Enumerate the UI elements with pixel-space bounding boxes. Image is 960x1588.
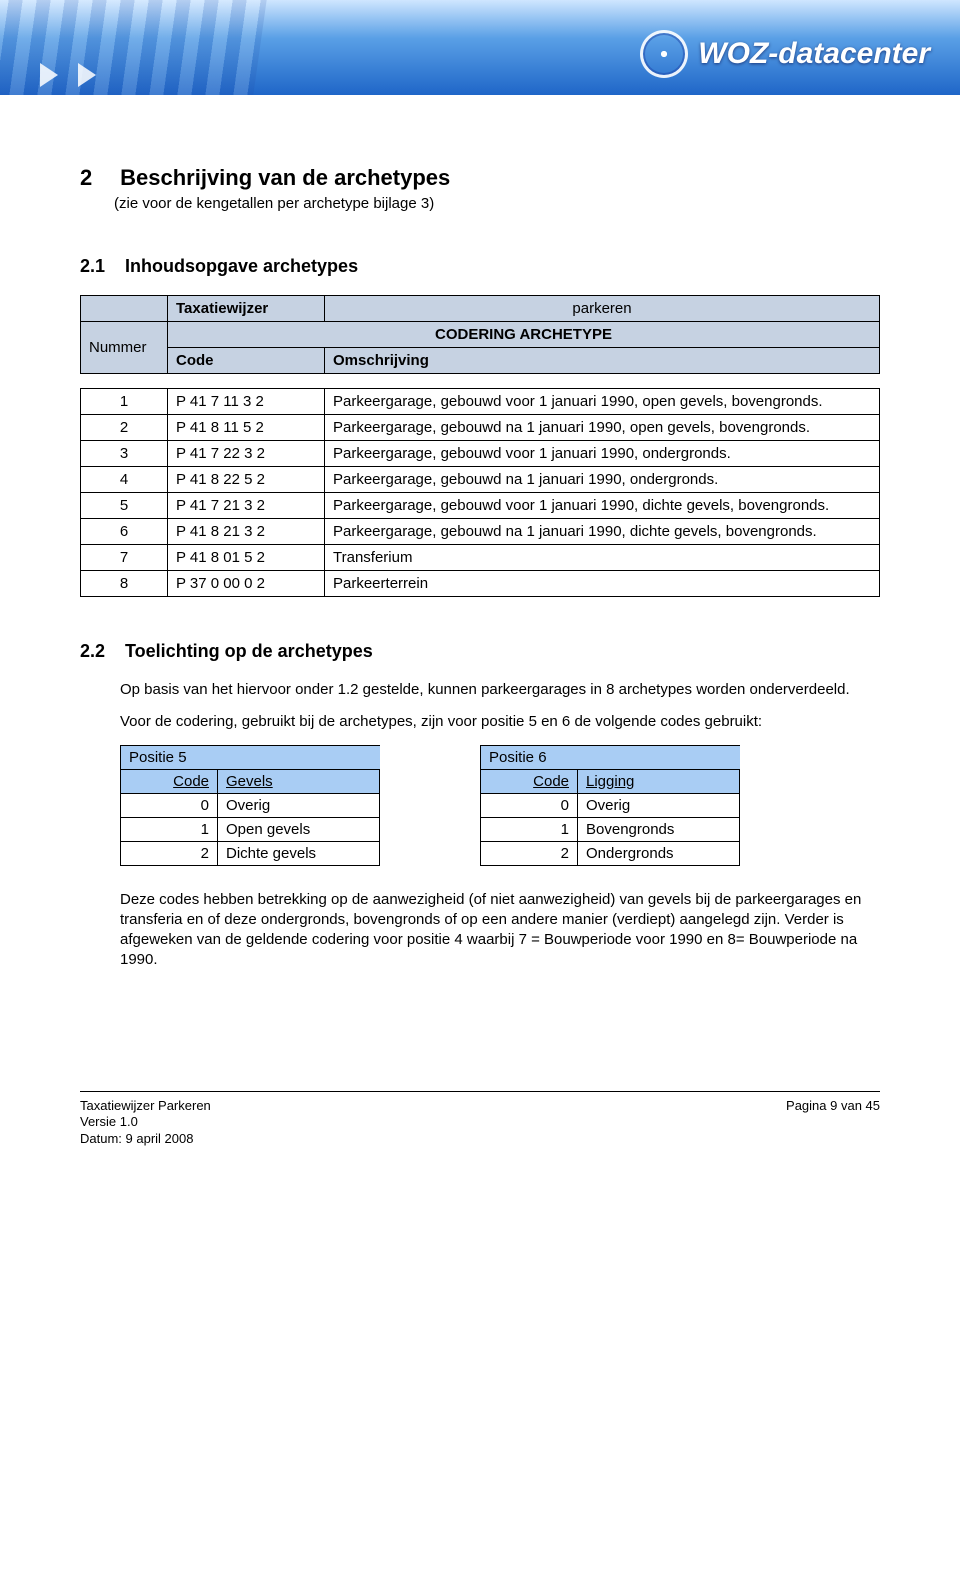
- cell-omschrijving: Parkeergarage, gebouwd voor 1 januari 19…: [325, 389, 880, 415]
- pos-value-cell: Ondergronds: [578, 841, 740, 865]
- archetype-header: CODERING ARCHETYPE: [168, 322, 880, 348]
- pos-code-cell: 2: [481, 841, 578, 865]
- pos-row: 0Overig: [121, 793, 380, 817]
- taxatiewijzer-label: Taxatiewijzer: [168, 296, 325, 322]
- taxatiewijzer-value: parkeren: [325, 296, 880, 322]
- pos-value-cell: Overig: [218, 793, 380, 817]
- cell-omschrijving: Parkeergarage, gebouwd na 1 januari 1990…: [325, 467, 880, 493]
- coding-data-table: 1P 41 7 11 3 2Parkeergarage, gebouwd voo…: [80, 388, 880, 597]
- pos-title-row: Positie 6: [481, 745, 740, 769]
- cell-code: P 37 0 00 0 2: [168, 571, 325, 597]
- cell-omschrijving: Parkeergarage, gebouwd na 1 januari 1990…: [325, 415, 880, 441]
- pos-row: 0Overig: [481, 793, 740, 817]
- cell-omschrijving: Transferium: [325, 545, 880, 571]
- cell-omschrijving: Parkeerterrein: [325, 571, 880, 597]
- cell-omschrijving: Parkeergarage, gebouwd na 1 januari 1990…: [325, 519, 880, 545]
- table-row: 1P 41 7 11 3 2Parkeergarage, gebouwd voo…: [81, 389, 880, 415]
- table-row: 4P 41 8 22 5 2Parkeergarage, gebouwd na …: [81, 467, 880, 493]
- page-content: 2 Beschrijving van de archetypes (zie vo…: [0, 95, 960, 1208]
- table-row: 2P 41 8 11 5 2Parkeergarage, gebouwd na …: [81, 415, 880, 441]
- body-paragraph-1: Op basis van het hiervoor onder 1.2 gest…: [120, 680, 880, 700]
- pos-code-cell: 0: [121, 793, 218, 817]
- pos-value-header: Gevels: [218, 769, 380, 793]
- page-footer: Taxatiewijzer Parkeren Versie 1.0 Datum:…: [80, 1091, 880, 1149]
- nummer-header: Nummer: [81, 322, 168, 374]
- heading-title: Beschrijving van de archetypes: [120, 165, 450, 190]
- brand-text: WOZ-datacenter: [698, 37, 930, 71]
- cell-code: P 41 7 21 3 2: [168, 493, 325, 519]
- heading-number: 2: [80, 165, 114, 191]
- cell-nummer: 7: [81, 545, 168, 571]
- footer-line-2: Versie 1.0: [80, 1114, 211, 1131]
- pos-value-cell: Bovengronds: [578, 817, 740, 841]
- pos-code-header: Code: [481, 769, 578, 793]
- subsection-heading-2: 2.2 Toelichting op de archetypes: [80, 641, 880, 662]
- cell-code: P 41 8 01 5 2: [168, 545, 325, 571]
- code-header: Code: [168, 348, 325, 374]
- cell-nummer: 6: [81, 519, 168, 545]
- table-row: 5P 41 7 21 3 2Parkeergarage, gebouwd voo…: [81, 493, 880, 519]
- subheading-number-2: 2.2: [80, 641, 120, 662]
- heading-subtitle: (zie voor de kengetallen per archetype b…: [80, 195, 880, 212]
- logo-ring-icon: [640, 30, 688, 78]
- cell-nummer: 8: [81, 571, 168, 597]
- subheading-title: Inhoudsopgave archetypes: [125, 256, 358, 276]
- omschrijving-header: Omschrijving: [325, 348, 880, 374]
- cell-omschrijving: Parkeergarage, gebouwd voor 1 januari 19…: [325, 493, 880, 519]
- pos-code-cell: 1: [481, 817, 578, 841]
- body-paragraph-3: Deze codes hebben betrekking op de aanwe…: [120, 890, 880, 971]
- cell-code: P 41 8 21 3 2: [168, 519, 325, 545]
- positie-5-table: Positie 5CodeGevels0Overig1Open gevels2D…: [120, 745, 380, 866]
- subheading-number: 2.1: [80, 256, 120, 277]
- footer-line-3: Datum: 9 april 2008: [80, 1131, 211, 1148]
- cell-nummer: 5: [81, 493, 168, 519]
- pos-header-row: CodeGevels: [121, 769, 380, 793]
- cell-code: P 41 7 11 3 2: [168, 389, 325, 415]
- body-paragraph-2: Voor de codering, gebruikt bij de archet…: [120, 712, 880, 732]
- brand-logo: WOZ-datacenter: [640, 30, 930, 78]
- section-heading: 2 Beschrijving van de archetypes: [80, 165, 880, 191]
- pos-title: Positie 5: [121, 745, 218, 769]
- pos-row: 2Ondergronds: [481, 841, 740, 865]
- pos-value-cell: Open gevels: [218, 817, 380, 841]
- pos-value-cell: Overig: [578, 793, 740, 817]
- pos-row: 1Bovengronds: [481, 817, 740, 841]
- table-row: 8P 37 0 00 0 2Parkeerterrein: [81, 571, 880, 597]
- table-row: 6P 41 8 21 3 2Parkeergarage, gebouwd na …: [81, 519, 880, 545]
- cell-nummer: 3: [81, 441, 168, 467]
- coding-header-table: Taxatiewijzer parkeren Nummer CODERING A…: [80, 295, 880, 374]
- pos-code-cell: 0: [481, 793, 578, 817]
- table-row: 7P 41 8 01 5 2Transferium: [81, 545, 880, 571]
- positie-6-table: Positie 6CodeLigging0Overig1Bovengronds2…: [480, 745, 740, 866]
- pos-title-row: Positie 5: [121, 745, 380, 769]
- pos-row: 2Dichte gevels: [121, 841, 380, 865]
- pos-value-cell: Dichte gevels: [218, 841, 380, 865]
- subheading-title-2: Toelichting op de archetypes: [125, 641, 373, 661]
- cell-nummer: 1: [81, 389, 168, 415]
- table-row: 3P 41 7 22 3 2Parkeergarage, gebouwd voo…: [81, 441, 880, 467]
- footer-page-number: Pagina 9 van 45: [786, 1098, 880, 1149]
- pos-header-row: CodeLigging: [481, 769, 740, 793]
- footer-line-1: Taxatiewijzer Parkeren: [80, 1098, 211, 1115]
- banner-arrows: [40, 63, 96, 87]
- pos-code-cell: 2: [121, 841, 218, 865]
- pos-row: 1Open gevels: [121, 817, 380, 841]
- pos-code-cell: 1: [121, 817, 218, 841]
- cell-code: P 41 8 22 5 2: [168, 467, 325, 493]
- pos-value-header: Ligging: [578, 769, 740, 793]
- cell-code: P 41 8 11 5 2: [168, 415, 325, 441]
- position-tables: Positie 5CodeGevels0Overig1Open gevels2D…: [120, 745, 880, 866]
- pos-title: Positie 6: [481, 745, 578, 769]
- cell-nummer: 4: [81, 467, 168, 493]
- cell-nummer: 2: [81, 415, 168, 441]
- subsection-heading: 2.1 Inhoudsopgave archetypes: [80, 256, 880, 277]
- cell-code: P 41 7 22 3 2: [168, 441, 325, 467]
- header-banner: WOZ-datacenter: [0, 0, 960, 95]
- cell-omschrijving: Parkeergarage, gebouwd voor 1 januari 19…: [325, 441, 880, 467]
- pos-code-header: Code: [121, 769, 218, 793]
